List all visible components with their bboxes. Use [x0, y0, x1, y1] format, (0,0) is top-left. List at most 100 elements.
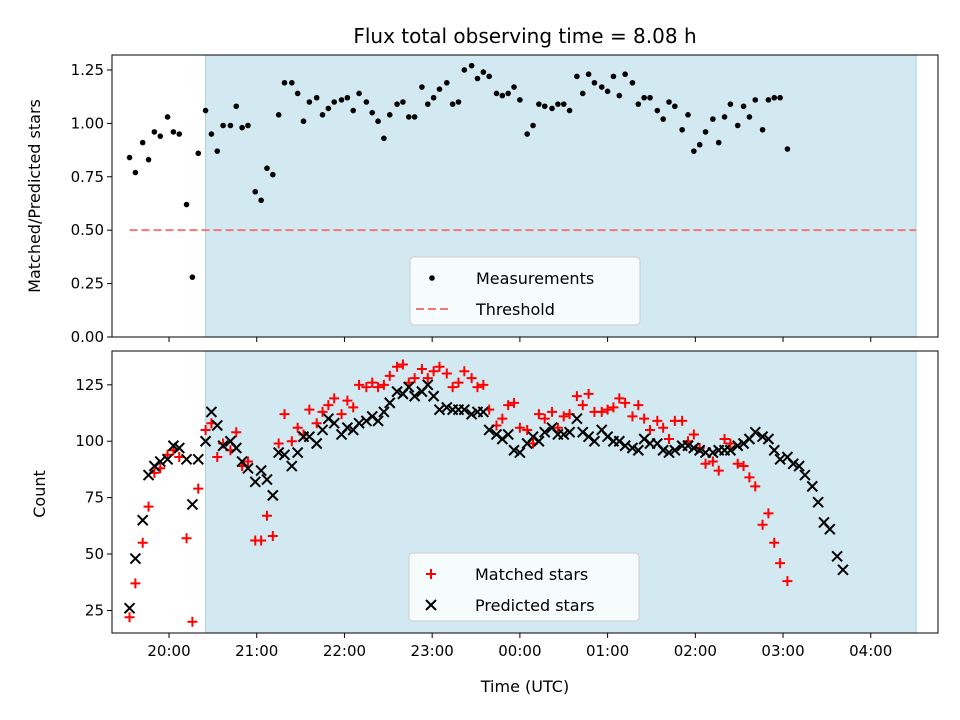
- predicted-stars-point: [255, 464, 267, 477]
- matched-stars-point: [664, 433, 675, 444]
- legend-label: Measurements: [476, 269, 594, 288]
- measurement-point: [151, 129, 158, 135]
- measurement-point: [672, 103, 678, 110]
- matched-stars-point: [143, 501, 154, 512]
- predicted-stars-point: [142, 469, 155, 481]
- matched-stars-point: [342, 395, 353, 406]
- measurement-point: [721, 114, 728, 120]
- matched-stars-point: [713, 465, 724, 476]
- measurement-point: [505, 90, 511, 97]
- matched-stars-point: [639, 413, 650, 424]
- measurement-point: [480, 69, 487, 75]
- predicted-stars-point: [707, 446, 719, 459]
- predicted-stars-point: [272, 446, 285, 459]
- measurement-point: [622, 71, 628, 78]
- matched-stars-point: [348, 402, 359, 413]
- matched-stars-point: [279, 409, 290, 420]
- predicted-stars-point: [732, 440, 744, 452]
- measurement-point: [164, 114, 171, 120]
- measurement-point: [691, 148, 697, 154]
- predicted-stars-point: [291, 446, 304, 459]
- measurement-point: [549, 105, 555, 112]
- predicted-stars-point: [384, 397, 396, 409]
- measurement-point: [486, 73, 492, 80]
- measurement-point: [132, 169, 139, 176]
- predicted-stars-point: [267, 489, 279, 502]
- matched-stars-point: [447, 382, 458, 393]
- measurement-point: [202, 107, 209, 114]
- measurement-point: [734, 122, 741, 129]
- measurement-point: [258, 197, 264, 204]
- measurement-point: [696, 141, 703, 148]
- matched-stars-point: [466, 373, 477, 384]
- legend-label: Predicted stars: [475, 596, 595, 615]
- chart-title: Flux total observing time = 8.08 h: [353, 24, 696, 48]
- measurement-point: [555, 101, 561, 107]
- predicted-stars-point: [762, 433, 775, 445]
- predicted-stars-point: [161, 453, 174, 465]
- matched-stars-point: [367, 377, 378, 388]
- measurement-point: [139, 139, 146, 146]
- matched-stars-point: [725, 438, 736, 449]
- measurement-point: [264, 165, 270, 172]
- bottom-y-tick-label: 75: [85, 489, 104, 507]
- measurement-point: [356, 90, 362, 97]
- measurement-point: [604, 88, 611, 95]
- matched-stars-point: [434, 361, 445, 372]
- matched-stars-point: [200, 424, 211, 435]
- predicted-stars-point: [483, 424, 495, 436]
- measurement-point: [574, 73, 580, 80]
- matched-stars-point: [571, 391, 582, 402]
- predicted-stars-point: [756, 431, 769, 443]
- matched-stars-point: [181, 533, 192, 544]
- matched-stars-point: [732, 458, 743, 469]
- measurement-point: [566, 107, 573, 114]
- predicted-stars-point: [249, 476, 261, 488]
- x-tick-label: 03:00: [761, 642, 804, 660]
- measurement-point: [214, 148, 221, 154]
- matched-stars-point: [775, 558, 786, 569]
- top-y-tick-label: 1.00: [71, 114, 104, 132]
- predicted-stars-point: [806, 480, 818, 493]
- predicted-stars-point: [837, 564, 849, 576]
- predicted-stars-point: [422, 379, 434, 391]
- measurement-point: [685, 112, 691, 118]
- measurement-point: [654, 107, 661, 114]
- predicted-stars-point: [167, 440, 180, 452]
- predicted-stars-point: [502, 428, 514, 441]
- measurement-point: [386, 112, 393, 118]
- matched-stars-point: [459, 366, 470, 377]
- measurement-point: [740, 103, 747, 110]
- predicted-stars-point: [768, 444, 780, 456]
- matched-stars-point: [614, 393, 625, 404]
- top-legend-box: [409, 256, 641, 326]
- predicted-stars-point: [378, 406, 390, 418]
- matched-stars-point: [193, 483, 204, 494]
- matched-stars-point: [688, 429, 699, 440]
- matched-stars-point: [304, 404, 315, 415]
- predicted-stars-point: [403, 381, 415, 393]
- predicted-stars-point: [688, 442, 700, 454]
- matched-stars-point: [514, 422, 525, 433]
- predicted-stars-point: [793, 460, 805, 472]
- measurement-point: [777, 94, 783, 101]
- matched-stars-point: [323, 400, 334, 411]
- measurement-point: [350, 107, 357, 114]
- measurement-point: [245, 122, 251, 129]
- predicted-stars-point: [391, 385, 403, 398]
- measurement-point: [375, 118, 381, 125]
- top-y-tick-label: 0.50: [71, 221, 104, 239]
- measurement-point: [220, 122, 226, 129]
- matched-stars-point: [757, 519, 768, 530]
- measurement-point: [616, 92, 623, 99]
- matched-stars-point: [267, 530, 278, 541]
- matched-stars-point: [416, 364, 427, 375]
- measurement-point: [610, 73, 617, 80]
- top-axes-frame: [111, 54, 939, 338]
- measurement-point: [752, 97, 759, 103]
- matched-stars-point: [256, 535, 267, 546]
- predicted-stars-point: [372, 415, 384, 427]
- matched-stars-point: [373, 382, 384, 393]
- predicted-stars-point: [433, 403, 446, 416]
- predicted-stars-point: [749, 426, 761, 438]
